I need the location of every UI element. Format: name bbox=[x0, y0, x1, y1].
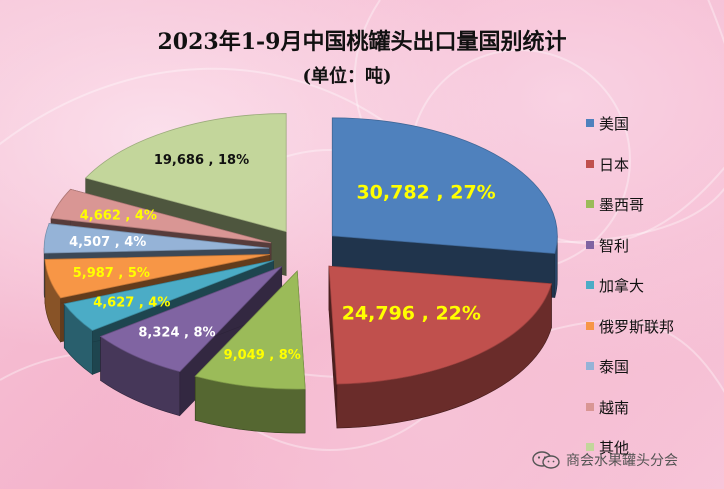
legend-swatch bbox=[586, 443, 594, 451]
legend-swatch bbox=[586, 240, 594, 249]
watermark-text: 商会水果罐头分会 bbox=[566, 453, 678, 469]
data-label-8: 4,662 , 4% bbox=[80, 208, 157, 223]
legend-label: 泰国 bbox=[599, 358, 630, 376]
legend-swatch bbox=[586, 281, 594, 289]
data-label-6: 5,987 , 5% bbox=[73, 266, 150, 281]
legend-label: 智利 bbox=[599, 236, 630, 255]
legend-label: 美国 bbox=[599, 115, 630, 133]
chart-title: 2023年1-9月中国桃罐头出口量国别统计 bbox=[157, 29, 567, 55]
legend-label: 加拿大 bbox=[599, 277, 645, 295]
legend-label: 墨西哥 bbox=[599, 196, 645, 214]
legend-item: 加拿大 bbox=[586, 275, 674, 316]
legend-item: 泰国 bbox=[586, 356, 674, 397]
legend-swatch bbox=[586, 402, 594, 411]
legend-item: 墨西哥 bbox=[586, 194, 674, 235]
legend-item: 俄罗斯联邦 bbox=[586, 316, 674, 357]
legend-swatch bbox=[586, 119, 594, 127]
data-label-7: 4,507 , 4% bbox=[69, 235, 146, 250]
data-label-4: 8,324 , 8% bbox=[138, 325, 215, 340]
chart-legend: 美国日本墨西哥智利加拿大俄罗斯联邦泰国越南其他 bbox=[586, 113, 674, 478]
chart-subtitle: (单位：吨) bbox=[302, 66, 392, 87]
legend-item: 越南 bbox=[586, 397, 674, 438]
legend-swatch bbox=[586, 362, 594, 370]
legend-swatch bbox=[586, 200, 594, 208]
data-label-2: 24,796 , 22% bbox=[342, 303, 481, 325]
data-label-3: 9,049 , 8% bbox=[224, 348, 301, 363]
legend-item: 智利 bbox=[586, 235, 674, 276]
legend-label: 其他 bbox=[599, 439, 630, 457]
data-label-9: 19,686 , 18% bbox=[154, 153, 249, 168]
legend-label: 俄罗斯联邦 bbox=[599, 317, 675, 336]
legend-item: 美国 bbox=[586, 113, 674, 154]
legend-label: 日本 bbox=[599, 155, 630, 174]
data-label-5: 4,627 , 4% bbox=[93, 296, 170, 311]
wechat-icon bbox=[532, 451, 560, 469]
pie-slice-2 bbox=[328, 265, 552, 429]
legend-label: 越南 bbox=[599, 398, 630, 417]
legend-item: 其他 bbox=[586, 437, 674, 478]
watermark: 商会水果罐头分会 bbox=[532, 449, 678, 471]
pie-slice-3 bbox=[194, 270, 306, 434]
legend-swatch bbox=[586, 321, 594, 330]
legend-item: 日本 bbox=[586, 154, 674, 195]
legend-swatch bbox=[586, 159, 594, 168]
data-label-1: 30,782 , 27% bbox=[356, 182, 495, 204]
